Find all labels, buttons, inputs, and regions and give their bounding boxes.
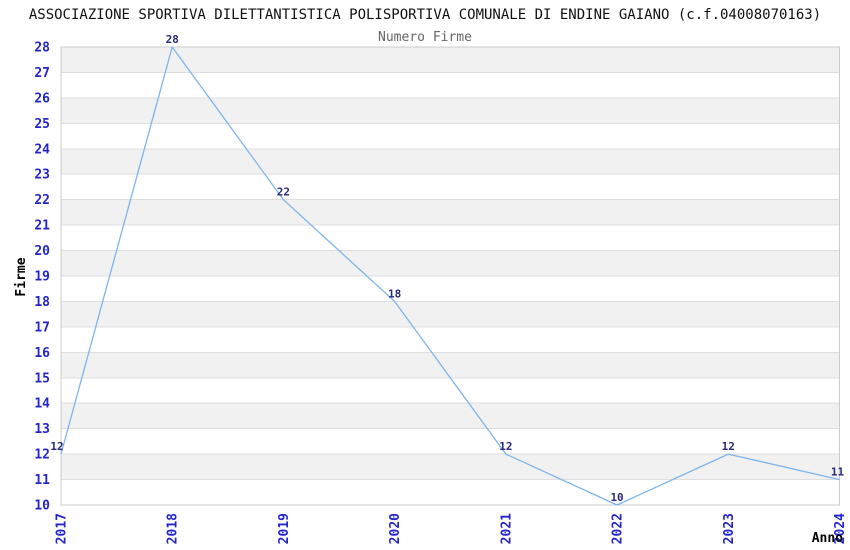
data-label: 18 — [388, 287, 401, 300]
y-tick-label: 16 — [34, 346, 50, 361]
plot-border — [60, 46, 840, 506]
data-label: 12 — [722, 440, 735, 453]
data-label: 10 — [610, 491, 623, 504]
alternate-band — [61, 97, 840, 124]
y-tick-label: 20 — [34, 244, 50, 259]
y-tick-label: 25 — [34, 117, 50, 132]
y-tick-label: 22 — [34, 193, 50, 208]
alternate-band — [61, 403, 840, 429]
y-tick-label: 19 — [34, 270, 50, 285]
alternate-band — [61, 352, 840, 378]
y-tick-label: 27 — [34, 66, 50, 81]
y-tick-label: 13 — [34, 422, 50, 437]
y-axis-title: Firme — [14, 257, 29, 296]
data-label: 12 — [499, 440, 512, 453]
y-tick-label: 12 — [34, 448, 50, 463]
chart-title: ASSOCIAZIONE SPORTIVA DILETTANTISTICA PO… — [29, 7, 821, 23]
data-label: 22 — [277, 186, 290, 199]
data-label: 11 — [831, 466, 845, 479]
y-tick-label: 18 — [34, 295, 50, 310]
alternate-band — [61, 199, 840, 226]
alternate-band — [61, 47, 840, 73]
x-tick-label: 2022 — [611, 513, 626, 544]
y-tick-label: 21 — [34, 219, 50, 234]
series-line — [60, 46, 840, 506]
y-tick-label: 11 — [34, 473, 50, 488]
y-tick-label: 28 — [34, 41, 50, 56]
x-tick-label: 2019 — [277, 513, 292, 544]
x-axis-title: Anno — [812, 531, 843, 546]
plot-layers: 1011121314151617181920212223242526272820… — [34, 33, 848, 544]
y-tick-label: 24 — [34, 142, 50, 157]
data-label: 12 — [50, 440, 63, 453]
x-tick-label: 2023 — [722, 513, 737, 544]
x-tick-label: 2018 — [166, 513, 181, 544]
x-tick-label: 2024 — [833, 513, 848, 544]
y-tick-label: 17 — [34, 320, 50, 335]
alternate-band — [61, 250, 840, 276]
data-label: 28 — [166, 33, 179, 46]
y-tick-label: 10 — [34, 499, 50, 514]
y-tick-label: 26 — [34, 91, 50, 106]
alternate-band — [61, 148, 840, 175]
x-tick-label: 2021 — [499, 513, 514, 544]
x-tick-label: 2020 — [388, 513, 403, 544]
y-tick-label: 14 — [34, 397, 50, 412]
y-tick-label: 23 — [34, 168, 50, 183]
x-tick-label: 2017 — [55, 513, 70, 544]
alternate-band — [61, 454, 840, 480]
y-tick-label: 15 — [34, 371, 50, 386]
alternate-band — [61, 301, 840, 327]
chart-subtitle: Numero Firme — [378, 30, 472, 45]
